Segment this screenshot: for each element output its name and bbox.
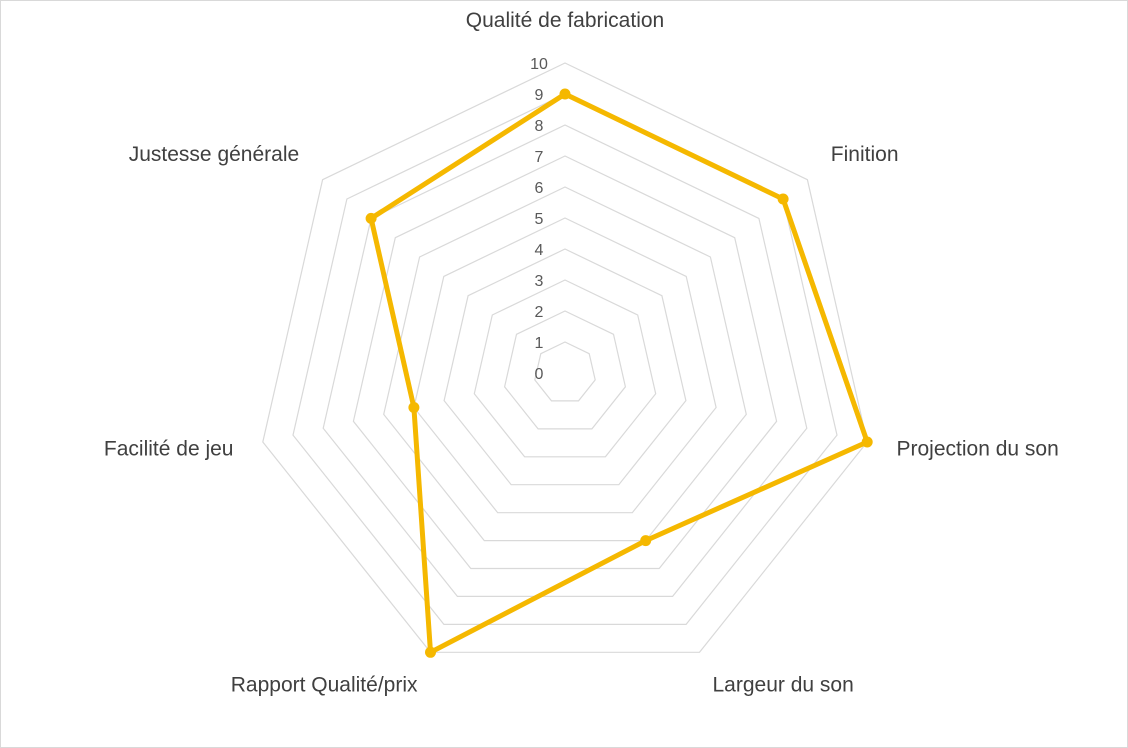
- category-labels: Qualité de fabrication Finition Projection…: [104, 9, 1059, 696]
- data-point-2: [861, 436, 873, 448]
- category-label-1: Finition: [831, 143, 899, 166]
- tick-label-2: 2: [535, 304, 544, 321]
- category-label-0: Qualité de fabrication: [466, 9, 664, 32]
- data-point-5: [408, 402, 420, 413]
- tick-label-7: 7: [535, 149, 544, 166]
- radial-tick-labels: 0 1 2 3 4 5 6 7 8 9 10: [530, 56, 548, 383]
- tick-label-0: 0: [535, 366, 544, 383]
- gridline-2: [503, 310, 627, 430]
- gridline-1: [534, 341, 596, 402]
- category-label-4: Rapport Qualité/prix: [231, 673, 418, 696]
- category-label-5: Facilité de jeu: [104, 438, 234, 461]
- tick-label-4: 4: [535, 242, 544, 259]
- data-point-1: [777, 193, 789, 205]
- tick-label-9: 9: [535, 87, 544, 104]
- series-line-0: [368, 91, 870, 655]
- gridline-5: [413, 217, 717, 514]
- tick-label-1: 1: [535, 335, 544, 352]
- series-layer: [365, 88, 873, 658]
- category-label-6: Justesse générale: [129, 143, 299, 166]
- gridline-7: [352, 155, 778, 570]
- tick-label-3: 3: [535, 273, 544, 290]
- tick-label-10: 10: [530, 56, 548, 73]
- tick-label-8: 8: [535, 118, 544, 135]
- gridline-3: [473, 279, 657, 458]
- data-point-0: [559, 88, 571, 100]
- category-label-2: Projection du son: [897, 438, 1059, 461]
- tick-label-5: 5: [535, 211, 544, 228]
- data-point-6: [365, 212, 377, 224]
- radar-grid: [262, 62, 868, 653]
- tick-label-6: 6: [535, 180, 544, 197]
- category-label-3: Largeur du son: [713, 673, 854, 696]
- gridline-9: [292, 93, 838, 626]
- gridline-4: [443, 248, 687, 486]
- data-point-4: [425, 646, 436, 658]
- gridline-10: [262, 62, 868, 653]
- data-point-3: [640, 535, 652, 547]
- gridline-8: [322, 124, 808, 598]
- gridline-6: [383, 186, 747, 542]
